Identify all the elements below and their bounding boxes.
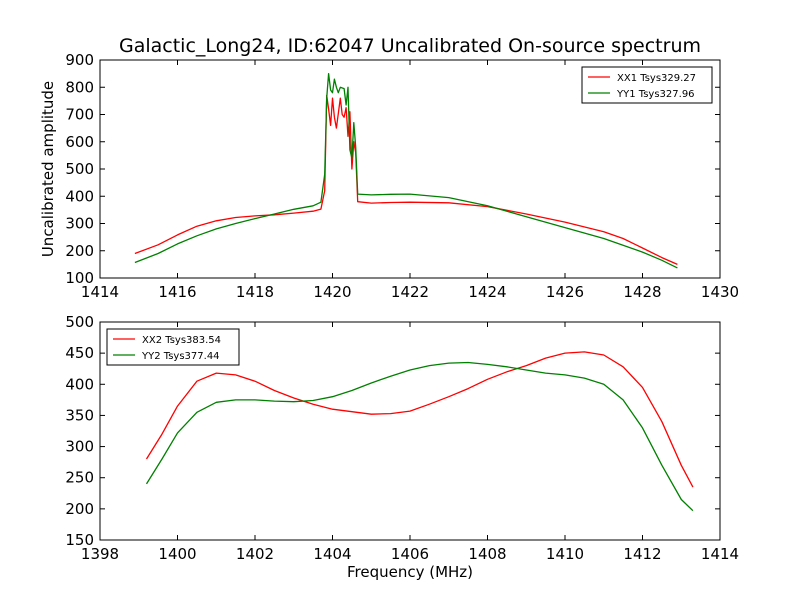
y-tick-label: 250 bbox=[65, 469, 94, 487]
x-tick-label: 1420 bbox=[313, 283, 351, 301]
y-tick-label: 600 bbox=[65, 133, 94, 151]
x-tick-label: 1422 bbox=[391, 283, 429, 301]
x-tick-label: 1410 bbox=[546, 545, 584, 563]
x-tick-label: 1400 bbox=[158, 545, 196, 563]
legend-entry-label: XX2 Tsys383.54 bbox=[142, 335, 221, 346]
legend-entry-label: YY1 Tsys327.96 bbox=[616, 89, 695, 100]
legend-entry-label: YY2 Tsys377.44 bbox=[141, 351, 220, 362]
x-tick-label: 1428 bbox=[623, 283, 661, 301]
x-tick-label: 1408 bbox=[468, 545, 506, 563]
legend-box bbox=[581, 66, 713, 104]
x-tick-label: 1414 bbox=[81, 283, 119, 301]
legend: XX1 Tsys329.27 YY1 Tsys327.96 bbox=[581, 66, 713, 104]
x-tick-label: 1412 bbox=[623, 545, 661, 563]
x-tick-label: 1406 bbox=[391, 545, 429, 563]
x-tick-label: 1418 bbox=[236, 283, 274, 301]
y-tick-label: 300 bbox=[65, 215, 94, 233]
y-axis-label-top: Uncalibrated amplitude bbox=[39, 81, 57, 257]
y-tick-label: 300 bbox=[65, 438, 94, 456]
x-tick-label: 1426 bbox=[546, 283, 584, 301]
y-tick-label: 100 bbox=[65, 269, 94, 287]
y-tick-label: 450 bbox=[65, 344, 94, 362]
y-tick-label: 800 bbox=[65, 78, 94, 96]
x-tick-label: 1430 bbox=[701, 283, 739, 301]
x-tick-label: 1398 bbox=[81, 545, 119, 563]
top-spectrum-panel: 1414 1416 1418 1420 1422 1424 1426 1428 1430 100 2… bbox=[65, 51, 739, 301]
x-tick-label: 1404 bbox=[313, 545, 351, 563]
y-tick-label: 900 bbox=[65, 51, 94, 69]
y-tick-label: 150 bbox=[65, 531, 94, 549]
legend-entry-label: XX1 Tsys329.27 bbox=[617, 73, 696, 84]
series-line-xx bbox=[134, 94, 678, 265]
y-tick-label: 200 bbox=[65, 500, 94, 518]
x-tick-label: 1402 bbox=[236, 545, 274, 563]
x-tick-label: 1416 bbox=[158, 283, 196, 301]
y-tick-label: 500 bbox=[65, 313, 94, 331]
chart-title: Galactic_Long24, ID:62047 Uncalibrated O… bbox=[119, 35, 701, 57]
series-line-yy bbox=[145, 361, 694, 512]
y-tick-label: 350 bbox=[65, 406, 94, 424]
series-line-yy bbox=[134, 72, 678, 269]
x-tick-label: 1424 bbox=[468, 283, 506, 301]
y-tick-label: 400 bbox=[65, 187, 94, 205]
bottom-spectrum-panel: 1398 1400 1402 1404 1406 1408 1410 1412 1414 150 2… bbox=[65, 313, 739, 563]
y-tick-label: 400 bbox=[65, 375, 94, 393]
legend-box bbox=[106, 328, 240, 366]
y-tick-label: 700 bbox=[65, 106, 94, 124]
legend: XX2 Tsys383.54 YY2 Tsys377.44 bbox=[106, 328, 240, 366]
y-tick-label: 200 bbox=[65, 242, 94, 260]
series-line-xx bbox=[145, 351, 694, 488]
x-axis-label-bottom: Frequency (MHz) bbox=[347, 563, 473, 581]
y-tick-label: 500 bbox=[65, 160, 94, 178]
x-tick-label: 1414 bbox=[701, 545, 739, 563]
